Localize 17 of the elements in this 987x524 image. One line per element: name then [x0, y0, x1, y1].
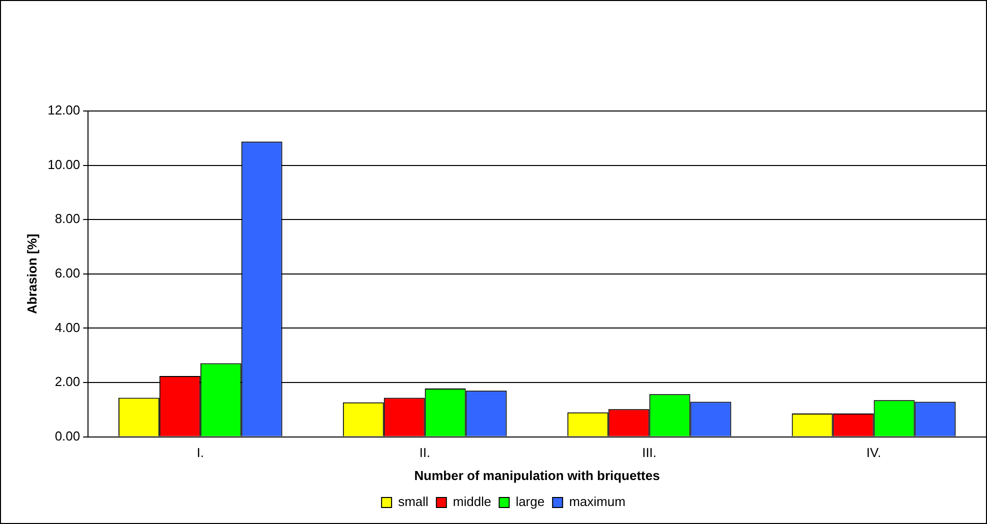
legend-label: small	[398, 494, 429, 510]
x-tick-label: III.	[642, 445, 657, 460]
x-tick-label: I.	[196, 445, 204, 460]
legend-label: large	[516, 494, 545, 510]
y-tick-label: 12.00	[48, 102, 80, 118]
y-tick-label: 8.00	[54, 211, 80, 226]
x-tick-label: II.	[419, 445, 430, 460]
x-axis-title: Number of manipulation with briquettes	[414, 468, 660, 483]
x-tick-label: IV.	[866, 445, 882, 460]
y-tick-label: 2.00	[54, 374, 80, 390]
y-tick-label: 4.00	[54, 320, 80, 335]
y-tick-label: 0.00	[54, 428, 80, 444]
y-tick-label: 6.00	[54, 265, 80, 280]
y-axis-title: Abrasion [%]	[24, 234, 40, 314]
legend-label: middle	[452, 494, 492, 510]
legend-label: maximum	[569, 494, 626, 510]
y-tick-label: 10.00	[48, 156, 80, 172]
